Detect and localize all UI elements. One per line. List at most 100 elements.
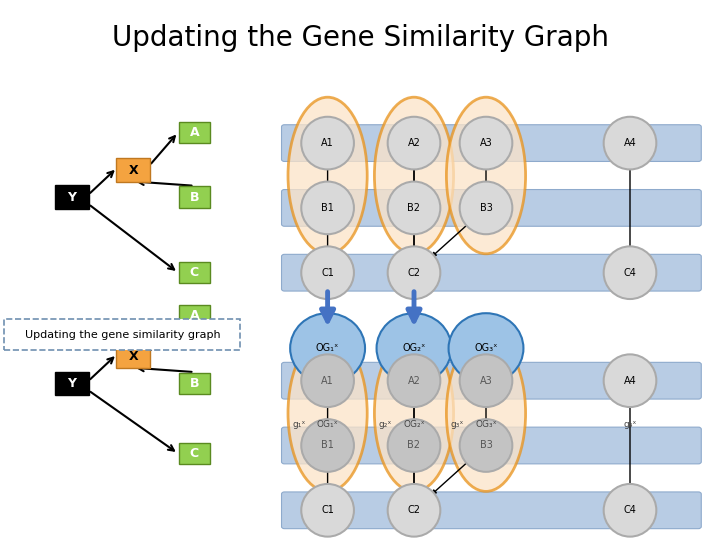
Ellipse shape xyxy=(302,485,353,536)
Ellipse shape xyxy=(302,355,353,406)
Ellipse shape xyxy=(605,118,655,168)
FancyArrowPatch shape xyxy=(432,223,469,256)
Text: g₂ˣ: g₂ˣ xyxy=(379,421,392,429)
Ellipse shape xyxy=(461,183,511,233)
Text: B1: B1 xyxy=(321,441,334,450)
Ellipse shape xyxy=(461,355,511,406)
Text: Y: Y xyxy=(68,377,76,390)
Ellipse shape xyxy=(302,183,353,233)
FancyArrowPatch shape xyxy=(412,163,416,251)
Ellipse shape xyxy=(387,483,441,538)
FancyBboxPatch shape xyxy=(179,443,210,464)
Text: OG₂ˣ: OG₂ˣ xyxy=(403,421,425,429)
Text: Updating the gene similarity graph: Updating the gene similarity graph xyxy=(24,330,220,340)
Ellipse shape xyxy=(449,313,523,383)
Text: A2: A2 xyxy=(408,138,420,148)
FancyBboxPatch shape xyxy=(179,186,210,208)
FancyArrowPatch shape xyxy=(412,401,416,489)
Text: g₁ˣ: g₁ˣ xyxy=(292,421,305,429)
Text: Y: Y xyxy=(68,191,76,204)
Ellipse shape xyxy=(300,353,355,408)
FancyArrowPatch shape xyxy=(325,402,330,424)
Ellipse shape xyxy=(290,313,365,383)
Ellipse shape xyxy=(288,97,367,254)
Ellipse shape xyxy=(459,116,513,171)
Ellipse shape xyxy=(459,418,513,473)
FancyBboxPatch shape xyxy=(179,373,210,394)
Ellipse shape xyxy=(387,180,441,235)
Text: Updating the Gene Similarity Graph: Updating the Gene Similarity Graph xyxy=(112,24,608,52)
Text: B1: B1 xyxy=(321,203,334,213)
Ellipse shape xyxy=(300,483,355,538)
Text: A4: A4 xyxy=(624,376,636,386)
Text: A4: A4 xyxy=(624,138,636,148)
Text: A1: A1 xyxy=(321,138,334,148)
Ellipse shape xyxy=(605,355,655,406)
FancyArrowPatch shape xyxy=(432,461,469,494)
Text: A2: A2 xyxy=(408,376,420,386)
Ellipse shape xyxy=(461,420,511,471)
Ellipse shape xyxy=(387,418,441,473)
FancyBboxPatch shape xyxy=(282,254,701,291)
Ellipse shape xyxy=(605,247,655,298)
Ellipse shape xyxy=(374,97,454,254)
Ellipse shape xyxy=(300,116,355,171)
Ellipse shape xyxy=(389,485,439,536)
FancyArrowPatch shape xyxy=(325,230,330,251)
Ellipse shape xyxy=(288,335,367,491)
FancyArrowPatch shape xyxy=(412,402,416,424)
Ellipse shape xyxy=(603,353,657,408)
FancyArrowPatch shape xyxy=(628,165,632,251)
Ellipse shape xyxy=(603,245,657,300)
FancyBboxPatch shape xyxy=(117,345,150,368)
Ellipse shape xyxy=(302,420,353,471)
FancyBboxPatch shape xyxy=(55,372,89,395)
Ellipse shape xyxy=(603,483,657,538)
FancyBboxPatch shape xyxy=(179,305,210,327)
Ellipse shape xyxy=(377,313,451,383)
FancyArrowPatch shape xyxy=(484,165,488,186)
Text: C2: C2 xyxy=(408,505,420,515)
Ellipse shape xyxy=(387,116,441,171)
Ellipse shape xyxy=(603,116,657,171)
Ellipse shape xyxy=(461,118,511,168)
FancyArrowPatch shape xyxy=(484,402,488,424)
Ellipse shape xyxy=(389,420,439,471)
Ellipse shape xyxy=(387,353,441,408)
Ellipse shape xyxy=(300,245,355,300)
FancyArrowPatch shape xyxy=(412,165,416,186)
FancyArrowPatch shape xyxy=(412,465,416,489)
Ellipse shape xyxy=(389,247,439,298)
Ellipse shape xyxy=(302,247,353,298)
Ellipse shape xyxy=(300,180,355,235)
Ellipse shape xyxy=(389,355,439,406)
Text: C2: C2 xyxy=(408,268,420,278)
FancyBboxPatch shape xyxy=(282,492,701,529)
Text: X: X xyxy=(128,350,138,363)
FancyBboxPatch shape xyxy=(282,190,701,226)
Text: X: X xyxy=(128,164,138,177)
FancyBboxPatch shape xyxy=(282,125,701,161)
Text: C4: C4 xyxy=(624,268,636,278)
Ellipse shape xyxy=(302,118,353,168)
Text: B2: B2 xyxy=(408,203,420,213)
Ellipse shape xyxy=(374,335,454,491)
Ellipse shape xyxy=(459,180,513,235)
FancyArrowPatch shape xyxy=(412,228,416,251)
FancyBboxPatch shape xyxy=(179,122,210,143)
Ellipse shape xyxy=(389,183,439,233)
Text: C: C xyxy=(190,266,199,279)
Text: OG₁ˣ: OG₁ˣ xyxy=(317,421,338,429)
Text: OG₃ˣ: OG₃ˣ xyxy=(474,343,498,353)
FancyArrowPatch shape xyxy=(325,467,330,489)
Text: A3: A3 xyxy=(480,138,492,148)
Text: OG₂ˣ: OG₂ˣ xyxy=(402,343,426,353)
Text: C1: C1 xyxy=(321,268,334,278)
Text: B2: B2 xyxy=(408,441,420,450)
FancyBboxPatch shape xyxy=(179,262,210,284)
Ellipse shape xyxy=(389,118,439,168)
Text: A3: A3 xyxy=(480,376,492,386)
Ellipse shape xyxy=(459,353,513,408)
Text: C1: C1 xyxy=(321,505,334,515)
Text: A: A xyxy=(189,309,199,322)
